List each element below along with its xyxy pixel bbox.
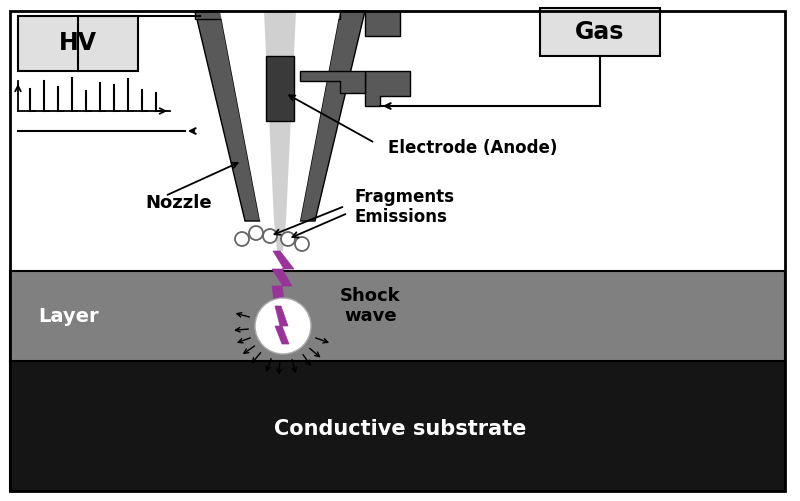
Polygon shape — [300, 11, 365, 221]
Circle shape — [235, 232, 249, 246]
Text: Fragments
Emissions: Fragments Emissions — [355, 187, 455, 226]
Circle shape — [263, 229, 277, 243]
Circle shape — [281, 232, 295, 246]
Polygon shape — [264, 11, 296, 221]
Bar — [195, 11, 340, 19]
Polygon shape — [340, 11, 400, 36]
Text: Electrode (Anode): Electrode (Anode) — [388, 139, 558, 157]
Polygon shape — [365, 71, 410, 106]
Text: Layer: Layer — [38, 307, 98, 326]
Circle shape — [295, 237, 309, 251]
Polygon shape — [272, 251, 294, 343]
Bar — [266, 56, 294, 121]
Circle shape — [255, 298, 311, 354]
Circle shape — [263, 306, 303, 346]
Text: Nozzle: Nozzle — [145, 194, 212, 212]
Text: Gas: Gas — [575, 20, 625, 44]
Polygon shape — [195, 11, 260, 221]
Bar — [18, 16, 138, 71]
Text: Shock
wave: Shock wave — [340, 287, 401, 326]
Polygon shape — [275, 306, 289, 344]
Bar — [10, 271, 785, 361]
Bar — [10, 361, 785, 491]
Bar — [540, 8, 660, 56]
Polygon shape — [220, 11, 340, 221]
Text: Conductive substrate: Conductive substrate — [274, 419, 526, 439]
Polygon shape — [300, 71, 365, 93]
Polygon shape — [274, 221, 286, 251]
Text: HV: HV — [59, 31, 97, 55]
Circle shape — [249, 226, 263, 240]
